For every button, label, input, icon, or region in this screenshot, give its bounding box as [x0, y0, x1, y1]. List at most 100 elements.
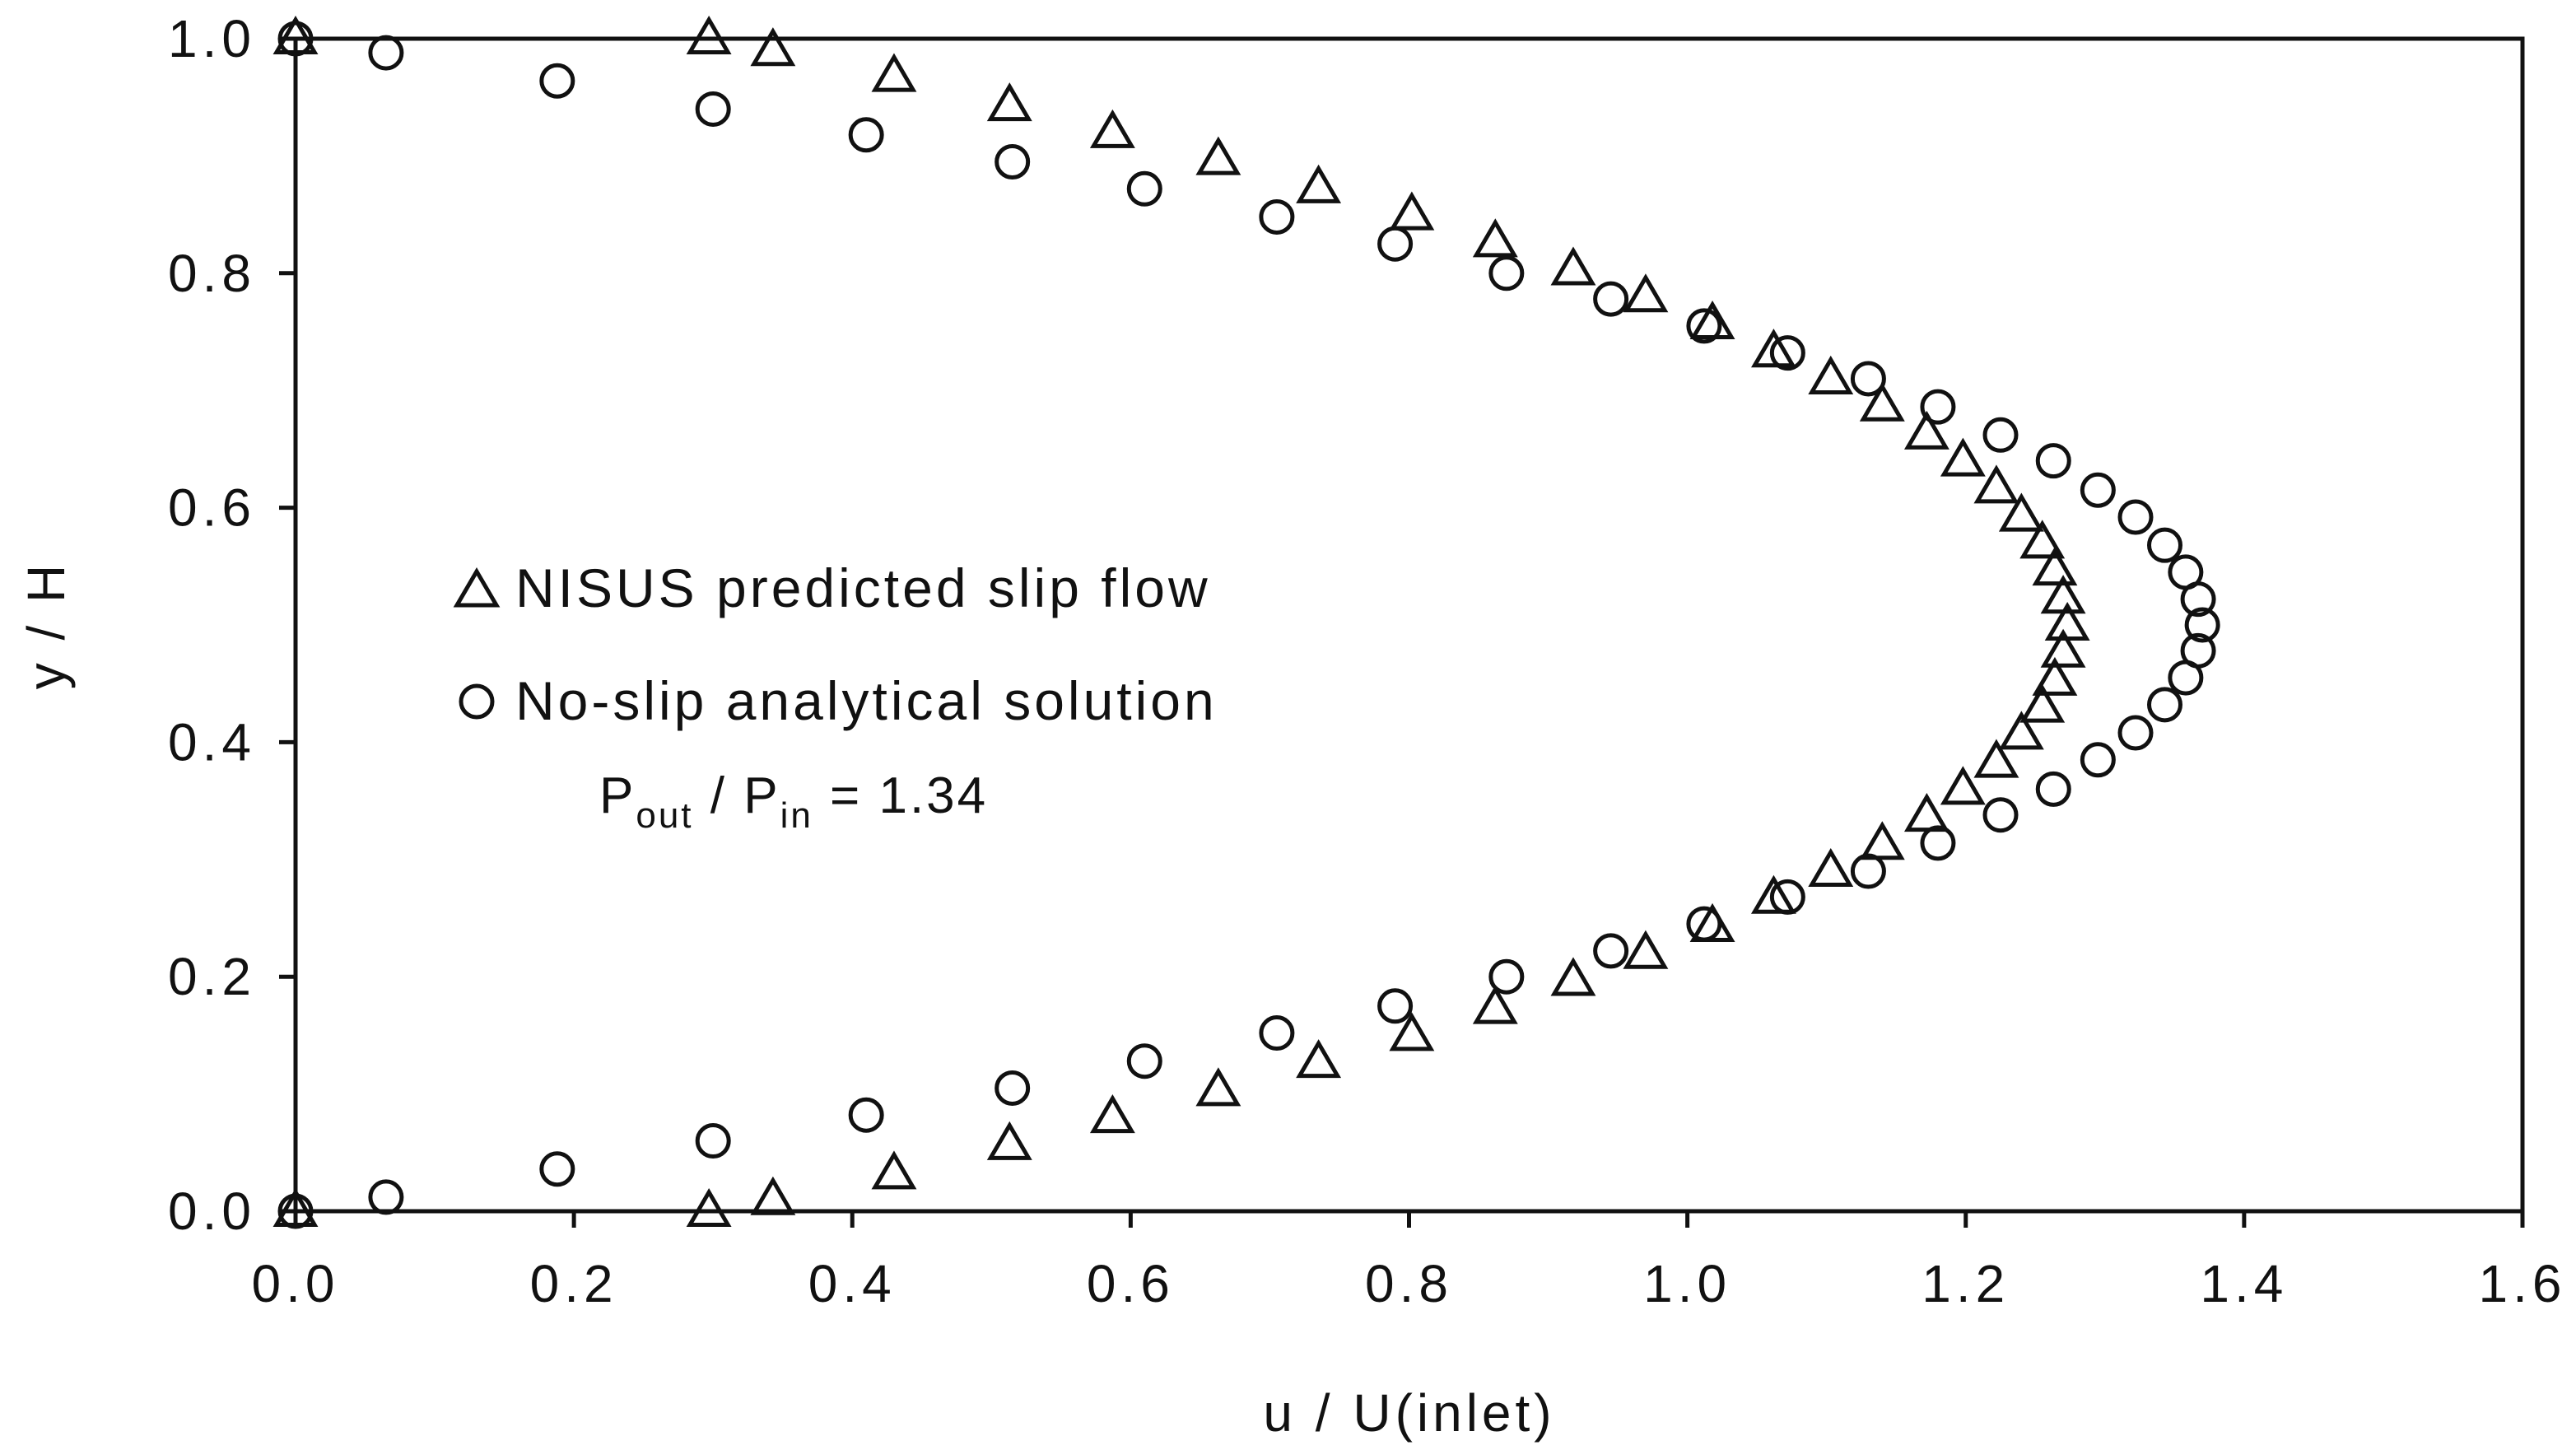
- data-point-circle: [1769, 335, 1805, 371]
- data-point-circle: [1259, 1015, 1295, 1051]
- data-point-circle: [2180, 632, 2216, 669]
- y-tick-label: 0.8: [168, 244, 256, 303]
- annotation-p-out: P: [599, 767, 636, 824]
- data-point-circle: [2080, 472, 2116, 508]
- x-tick-label: 0.6: [1087, 1254, 1175, 1313]
- data-point-triangle: [986, 82, 1032, 122]
- data-point-triangle: [2032, 547, 2078, 586]
- annotation-subscript-in: in: [780, 795, 813, 836]
- data-point-circle: [1850, 853, 1886, 889]
- x-tick-label: 1.4: [2200, 1254, 2288, 1313]
- data-point-circle: [1259, 198, 1295, 235]
- y-tick-label: 0.4: [168, 712, 256, 772]
- data-point-circle: [2080, 742, 2116, 778]
- data-point-circle: [1126, 1043, 1162, 1079]
- data-point-circle: [277, 1193, 314, 1229]
- series-no-slip: [277, 21, 2220, 1229]
- data-point-circle: [277, 21, 314, 57]
- annotation-ratio-value: = 1.34: [813, 767, 988, 824]
- x-tick-label: 1.0: [1643, 1254, 1731, 1313]
- data-point-circle: [368, 1179, 404, 1215]
- data-point-circle: [1920, 825, 1956, 861]
- data-point-triangle: [1195, 136, 1241, 175]
- legend-label-no-slip: No-slip analytical solution: [515, 670, 1218, 731]
- data-point-triangle: [1998, 711, 2044, 750]
- data-point-circle: [695, 91, 731, 127]
- data-point-triangle: [686, 1187, 732, 1227]
- data-point-triangle: [1859, 382, 1905, 422]
- data-point-circle: [1850, 361, 1886, 397]
- data-point-triangle: [1550, 246, 1596, 286]
- legend-circle-marker: [459, 683, 495, 720]
- data-point-triangle: [1940, 766, 1986, 805]
- legend: NISUS predicted slip flow No-slip analyt…: [453, 557, 1218, 731]
- data-point-circle: [848, 1097, 884, 1133]
- data-point-triangle: [750, 27, 796, 67]
- data-point-triangle: [1472, 985, 1518, 1024]
- data-point-triangle: [1973, 464, 2019, 504]
- data-point-triangle: [1623, 930, 1669, 969]
- data-point-triangle: [1623, 273, 1669, 313]
- x-tick-label: 1.6: [2479, 1254, 2567, 1313]
- data-point-triangle: [1296, 1039, 1342, 1079]
- x-tick-label: 0.4: [808, 1254, 897, 1313]
- y-axis-label: y / H: [16, 561, 76, 690]
- data-point-circle: [2117, 715, 2154, 751]
- data-point-circle: [1686, 906, 1722, 942]
- data-point-circle: [539, 63, 575, 99]
- data-point-circle: [1126, 170, 1162, 207]
- data-point-triangle: [1750, 329, 1796, 368]
- data-point-triangle: [1750, 874, 1796, 914]
- data-point-circle: [2168, 554, 2204, 590]
- data-point-circle: [2117, 499, 2154, 535]
- data-point-circle: [1686, 308, 1722, 344]
- data-point-triangle: [1808, 847, 1854, 888]
- data-point-circle: [848, 117, 884, 153]
- data-point-circle: [539, 1151, 575, 1187]
- data-point-triangle: [1296, 164, 1342, 203]
- data-point-circle: [2184, 607, 2220, 643]
- data-point-triangle: [2032, 656, 2078, 696]
- data-point-circle: [695, 1123, 731, 1159]
- legend-triangle-marker: [453, 567, 501, 608]
- y-tick-label: 0.6: [168, 478, 256, 538]
- data-point-triangle: [1940, 437, 1986, 477]
- y-tick-label: 0.2: [168, 947, 256, 1006]
- x-tick-label: 1.2: [1922, 1254, 2010, 1313]
- annotation-subscript-out: out: [636, 795, 693, 836]
- data-point-circle: [995, 1070, 1031, 1106]
- x-tick-label: 0.8: [1365, 1254, 1453, 1313]
- data-point-circle: [1377, 226, 1414, 262]
- data-point-circle: [1769, 879, 1805, 915]
- data-point-triangle: [1550, 957, 1596, 996]
- data-point-triangle: [2040, 628, 2086, 668]
- data-point-circle: [1982, 797, 2019, 833]
- x-axis-label: u / U(inlet): [1263, 1383, 1555, 1443]
- series-slip-flow: [273, 15, 2090, 1227]
- legend-label-slip-flow: NISUS predicted slip flow: [515, 557, 1211, 618]
- data-point-triangle: [986, 1121, 1032, 1160]
- pressure-ratio-annotation: Pout / Pin = 1.34: [599, 767, 988, 836]
- data-point-triangle: [686, 15, 732, 54]
- data-point-circle: [2147, 687, 2183, 723]
- y-tick-label: 1.0: [168, 9, 256, 68]
- data-point-triangle: [1195, 1067, 1241, 1107]
- data-point-circle: [2147, 527, 2183, 563]
- data-point-circle: [1488, 255, 1525, 291]
- data-point-triangle: [1472, 218, 1518, 258]
- x-axis-tick-labels: 0.0 0.2 0.4 0.6 0.8 1.0 1.2 1.4 1.6: [252, 1254, 2567, 1313]
- data-point-triangle: [1689, 902, 1735, 942]
- data-point-triangle: [1089, 1094, 1135, 1134]
- y-axis-tick-labels: 0.0 0.2 0.4 0.6 0.8 1.0: [168, 9, 256, 1241]
- data-point-triangle: [1089, 109, 1135, 148]
- data-point-circle: [1377, 988, 1414, 1024]
- data-point-circle: [1593, 933, 1629, 969]
- y-tick-label: 0.0: [168, 1182, 256, 1241]
- data-point-triangle: [2019, 520, 2066, 559]
- y-axis-ticks: [279, 36, 296, 1214]
- data-point-triangle: [2044, 601, 2090, 641]
- data-point-triangle: [1389, 1012, 1435, 1051]
- series-layer: [273, 15, 2220, 1229]
